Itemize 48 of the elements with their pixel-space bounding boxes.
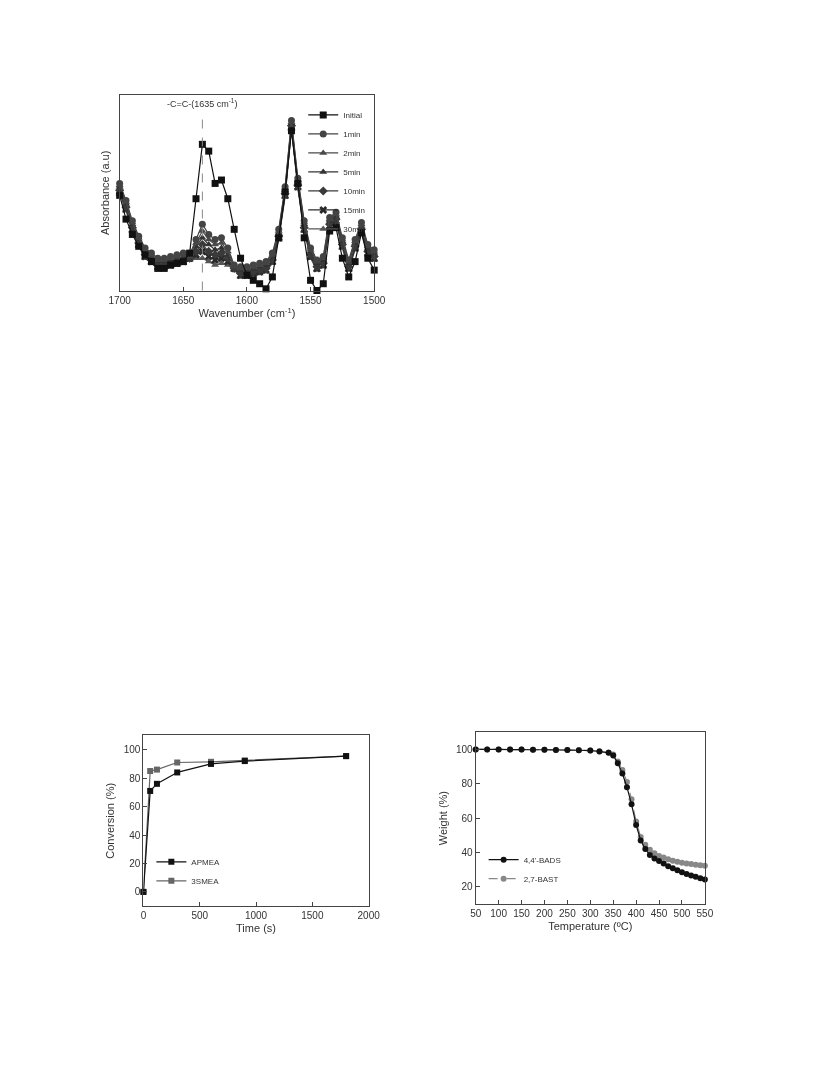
legend-label: 2,7-BAST <box>523 874 559 884</box>
y-axis-title: Weight (%) <box>436 791 449 846</box>
x-tick-label: 1500 <box>363 294 386 306</box>
y-tick-label: 40 <box>461 846 474 858</box>
legend-label: 2min <box>343 149 361 159</box>
x-axis-title: Time (s) <box>236 922 276 935</box>
y-axis-title: Absorbance (a.u) <box>99 150 112 235</box>
y-tick-label: 80 <box>129 772 141 784</box>
x-tick-label: 50 <box>470 907 482 919</box>
y-axis-title: Conversion (%) <box>104 782 117 859</box>
x-tick-label: 1700 <box>108 294 132 306</box>
legend-label: APMEA <box>191 857 221 867</box>
x-tick-label: 150 <box>513 907 531 919</box>
y-tick-label: 100 <box>456 743 474 755</box>
x-tick-label: 1000 <box>244 910 268 922</box>
x-tick-label: 500 <box>191 910 209 922</box>
x-tick-label: 300 <box>581 907 600 919</box>
x-tick-label: 100 <box>490 907 508 919</box>
x-tick-label: 2000 <box>357 910 381 922</box>
ref-line-label: -C=C-(1635 cm$^{-1}$) <box>167 97 238 109</box>
x-tick-label: 1500 <box>301 910 324 922</box>
legend-label: 5min <box>343 168 361 178</box>
y-tick-label: 60 <box>461 812 474 824</box>
x-tick-label: 1600 <box>235 294 259 306</box>
legend-label: 15min <box>343 206 366 216</box>
y-tick-label: 40 <box>129 829 141 841</box>
x-tick-label: 350 <box>604 907 622 919</box>
y-tick-label: 20 <box>129 857 141 869</box>
x-tick-label: 1650 <box>172 294 195 306</box>
x-axis-title: Temperature (ºC) <box>548 920 633 933</box>
legend-label: 10min <box>343 187 366 197</box>
x-tick-label: 450 <box>650 907 668 919</box>
x-tick-label: 400 <box>627 907 645 919</box>
legend-label: 4,4'-BADS <box>523 855 561 865</box>
x-tick-label: 500 <box>673 907 691 919</box>
legend-label: Initial <box>343 111 363 121</box>
x-tick-label: 1550 <box>299 294 323 306</box>
y-tick-label: 100 <box>123 744 141 756</box>
x-tick-label: 250 <box>559 907 577 919</box>
y-tick-label: 80 <box>461 778 474 790</box>
legend-label: 3SMEA <box>191 876 220 886</box>
x-axis-title: Wavenumber (cm$^{-1}$) <box>198 305 296 320</box>
x-tick-label: 550 <box>696 907 714 919</box>
x-tick-label: 200 <box>536 907 554 919</box>
y-tick-label: 0 <box>134 886 141 898</box>
y-tick-label: 20 <box>461 881 474 893</box>
legend-label: 1min <box>343 130 361 140</box>
y-tick-label: 60 <box>129 801 141 813</box>
